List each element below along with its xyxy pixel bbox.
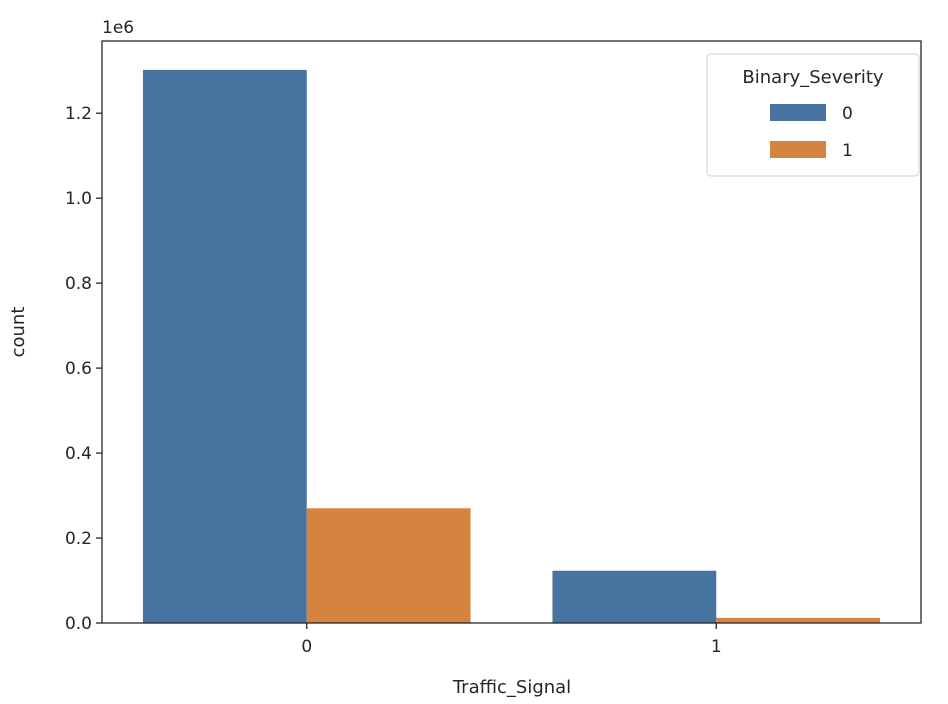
bar-cat-1-series-1 bbox=[716, 617, 881, 623]
y-tick-label: 1.0 bbox=[65, 189, 92, 209]
bar-cat-1-series-0 bbox=[552, 570, 717, 623]
y-offset-label: 1e6 bbox=[102, 18, 134, 38]
x-axis-label: Traffic_Signal bbox=[452, 677, 571, 698]
y-axis-label: count bbox=[8, 307, 29, 358]
y-tick-label: 0.6 bbox=[65, 359, 92, 379]
legend-swatch-1 bbox=[770, 141, 826, 158]
y-tick-label: 0.4 bbox=[65, 444, 92, 464]
y-tick-label: 0.2 bbox=[65, 529, 92, 549]
x-tick-label: 0 bbox=[301, 637, 312, 657]
x-tick-label: 1 bbox=[711, 637, 722, 657]
y-axis-ticks: 0.0 0.2 0.4 0.6 0.8 1.0 1.2 bbox=[65, 104, 102, 634]
legend-label-0: 0 bbox=[842, 104, 853, 124]
bar-cat-0-series-1 bbox=[306, 508, 471, 623]
bar-cat-0-series-0 bbox=[142, 69, 307, 624]
y-tick-label: 0.0 bbox=[65, 614, 92, 634]
bars-group bbox=[142, 69, 881, 624]
y-tick-label: 1.2 bbox=[65, 104, 92, 124]
y-tick-label: 0.8 bbox=[65, 274, 92, 294]
legend: Binary_Severity 0 1 bbox=[706, 53, 920, 177]
legend-swatch-0 bbox=[770, 104, 826, 121]
plot-frame bbox=[101, 40, 922, 624]
legend-label-1: 1 bbox=[842, 141, 853, 161]
legend-title: Binary_Severity bbox=[742, 67, 884, 88]
